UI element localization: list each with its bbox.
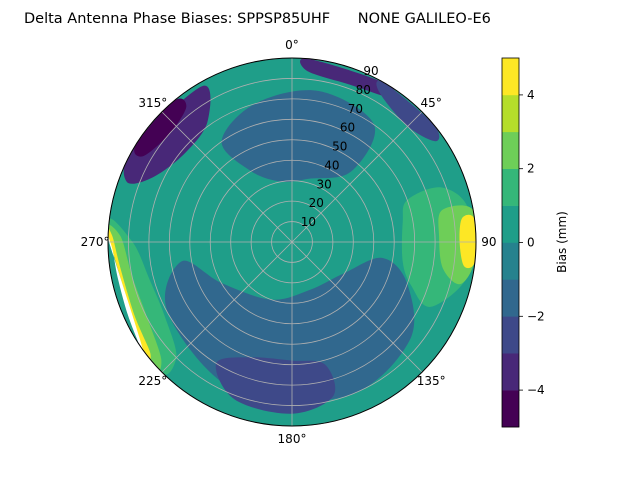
contour-region-southwest-high	[108, 224, 162, 372]
colorbar: −4 −2 0 2 4	[501, 57, 545, 428]
colorbar-swatch	[502, 390, 519, 428]
radial-tick-label: 10	[301, 215, 316, 229]
colorbar-tick-label: −4	[527, 383, 545, 397]
colorbar-swatch	[502, 316, 519, 354]
azimuth-tick-label: 180°	[278, 432, 307, 446]
radial-tick-label: 80	[356, 83, 371, 97]
polar-grid	[107, 57, 477, 427]
colorbar-tick-label: −2	[527, 309, 545, 323]
plot-border	[107, 57, 477, 427]
azimuth-gridline	[291, 111, 423, 243]
contour-region-southwest-max	[108, 225, 151, 362]
contour-region-northwest-min	[134, 98, 187, 157]
azimuth-gridline	[161, 241, 293, 373]
azimuth-gridline	[161, 111, 293, 243]
contour-region-north-rim-negative	[300, 58, 397, 99]
chart-title: Delta Antenna Phase Biases: SPPSP85UHF N…	[24, 11, 491, 27]
colorbar-swatch	[502, 58, 519, 96]
azimuth-tick-label: 225°	[138, 374, 167, 388]
contour-region-north-negative-band	[221, 90, 376, 182]
radial-tick-label: 70	[348, 102, 363, 116]
colorbar-tick-label: 0	[527, 236, 535, 250]
azimuth-tick-label: 45°	[421, 96, 442, 110]
azimuth-tick-label: 0°	[285, 38, 299, 52]
azimuth-gridline	[291, 241, 423, 373]
contour-region-south-deep-negative	[215, 357, 336, 414]
radial-tick-label: 40	[324, 158, 339, 172]
contour-region-northeast-rim-negative	[376, 80, 440, 142]
contour-region-east-max	[459, 214, 476, 269]
colorbar-swatch	[502, 205, 519, 243]
radial-tick-label: 30	[317, 177, 332, 191]
colorbar-swatch	[502, 168, 519, 206]
colorbar-swatch	[502, 242, 519, 280]
azimuth-tick-label: 135°	[417, 374, 446, 388]
radial-tick-label: 20	[309, 196, 324, 210]
azimuth-tick-label: 270°	[81, 235, 110, 249]
colorbar-swatch	[502, 279, 519, 317]
azimuth-tick-labels: 0° 45° 90 135° 180° 225° 270° 315°	[81, 38, 497, 446]
contour-region-southwest-nodata	[108, 232, 144, 354]
colorbar-swatch	[502, 353, 519, 391]
radial-tick-label: 50	[332, 140, 347, 154]
colorbar-tick-label: 4	[527, 88, 535, 102]
colorbar-label: Bias (mm)	[555, 211, 569, 273]
radial-tick-label: 60	[340, 121, 355, 135]
azimuth-tick-label: 90	[481, 235, 496, 249]
colorbar-swatch	[502, 94, 519, 133]
azimuth-tick-label: 315°	[138, 96, 167, 110]
colorbar-swatch	[502, 131, 519, 169]
colorbar-tick-label: 2	[527, 162, 535, 176]
